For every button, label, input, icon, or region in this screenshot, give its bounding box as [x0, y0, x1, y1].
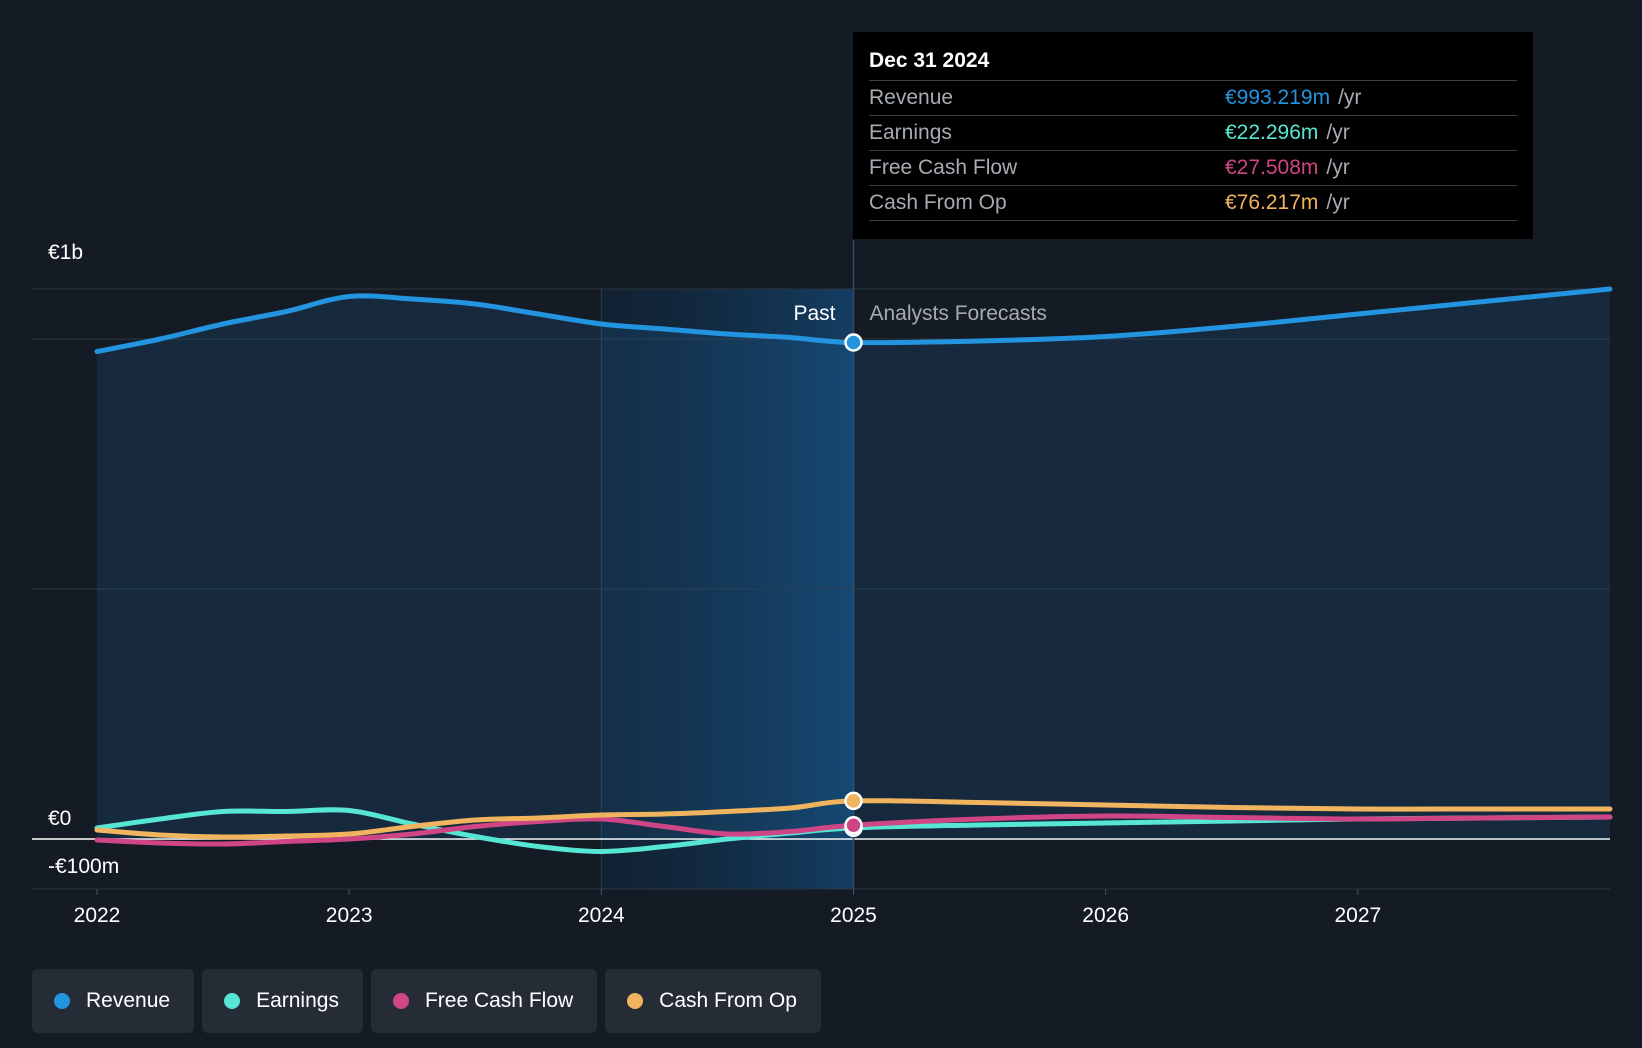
tooltip-unit: /yr [1326, 121, 1350, 144]
tooltip-value: €76.217m [1225, 191, 1319, 214]
legend-dot-icon [627, 993, 644, 1009]
x-tick-label: 2023 [326, 904, 373, 927]
forecast-label: Analysts Forecasts [870, 302, 1047, 325]
tooltip-unit: /yr [1326, 156, 1350, 179]
past-label: Past [793, 302, 835, 325]
series-line-cash-from-op [94, 798, 1613, 840]
tooltip: Dec 31 2024 Revenue €993.219m /yr Earnin… [853, 32, 1533, 239]
tooltip-label: Free Cash Flow [869, 156, 1018, 179]
legend-item-cash-from-op[interactable]: Cash From Op [605, 969, 821, 1033]
tooltip-unit: /yr [1326, 191, 1350, 214]
tooltip-unit: /yr [1338, 86, 1362, 109]
x-tick-label: 2025 [830, 904, 877, 927]
y-tick-label: -€100m [48, 855, 119, 878]
legend-item-earnings[interactable]: Earnings [202, 969, 363, 1033]
revenue-area [97, 289, 1610, 839]
legend-item-revenue[interactable]: Revenue [32, 969, 195, 1033]
legend-label: Free Cash Flow [424, 989, 574, 1012]
marker-revenue [844, 333, 863, 352]
tooltip-value: €993.219m [1225, 86, 1331, 109]
marker-cash-from-op [844, 791, 863, 811]
tooltip-row-cash-from-op: Cash From Op €76.217m /yr [869, 186, 1517, 221]
x-tick-label: 2027 [1334, 904, 1381, 927]
tooltip-label: Cash From Op [869, 191, 1007, 214]
y-tick-label: €1b [48, 241, 83, 264]
tooltip-row-earnings: Earnings €22.296m /yr [869, 116, 1517, 151]
tooltip-value: €22.296m [1225, 121, 1319, 144]
tooltip-date: Dec 31 2024 [869, 46, 1517, 81]
series-line-free-cash-flow [94, 813, 1613, 847]
x-tick-label: 2022 [74, 904, 121, 927]
legend-dot-icon [54, 993, 70, 1009]
legend-label: Cash From Op [659, 989, 797, 1012]
tooltip-label: Earnings [869, 121, 952, 144]
legend-dot-icon [392, 993, 409, 1009]
legend-label: Revenue [86, 989, 171, 1012]
legend: Revenue Earnings Free Cash Flow Cash Fro… [32, 969, 821, 1033]
legend-label: Earnings [256, 989, 339, 1012]
marker-free-cash-flow [844, 816, 863, 835]
legend-dot-icon [224, 993, 241, 1009]
tooltip-row-free-cash-flow: Free Cash Flow €27.508m /yr [869, 151, 1517, 186]
tooltip-row-revenue: Revenue €993.219m /yr [869, 81, 1517, 116]
tooltip-label: Revenue [869, 86, 954, 109]
series-line-revenue [94, 286, 1613, 354]
x-tick-label: 2026 [1082, 904, 1129, 927]
y-tick-label: €0 [48, 807, 71, 830]
tooltip-value: €27.508m [1225, 156, 1319, 179]
legend-item-free-cash-flow[interactable]: Free Cash Flow [370, 969, 598, 1033]
x-tick-label: 2024 [578, 904, 625, 927]
